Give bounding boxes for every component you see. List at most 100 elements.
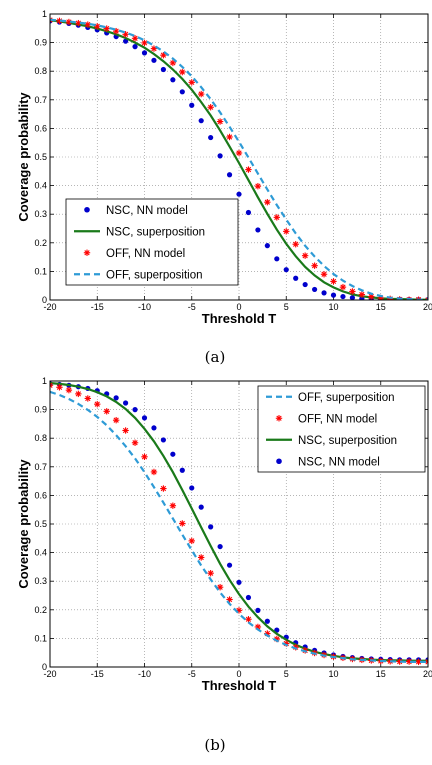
data-point bbox=[255, 227, 261, 233]
data-point bbox=[226, 562, 233, 568]
data-point bbox=[189, 102, 195, 108]
data-point bbox=[264, 198, 271, 206]
data-point bbox=[320, 271, 328, 278]
data-point bbox=[208, 134, 214, 141]
y-tick-label: 0.8 bbox=[34, 433, 47, 443]
legend-label: NSC, superposition bbox=[106, 226, 205, 238]
x-tick-label: 5 bbox=[284, 302, 289, 312]
data-point bbox=[301, 252, 309, 259]
x-tick-label: 5 bbox=[284, 669, 289, 679]
y-tick-label: 0.6 bbox=[34, 490, 47, 500]
data-point bbox=[84, 21, 91, 28]
data-point bbox=[188, 79, 195, 86]
series-dashed bbox=[50, 390, 428, 663]
data-point bbox=[358, 291, 366, 298]
data-point bbox=[94, 23, 101, 30]
data-point bbox=[226, 172, 233, 178]
x-tick-label: -10 bbox=[138, 302, 151, 312]
data-point bbox=[131, 35, 139, 42]
data-point bbox=[151, 425, 157, 431]
y-tick-label: 0.2 bbox=[34, 605, 47, 615]
data-point bbox=[170, 451, 176, 457]
data-point bbox=[235, 149, 243, 157]
data-point bbox=[169, 59, 177, 67]
legend-swatch bbox=[83, 249, 91, 256]
data-point bbox=[293, 275, 299, 281]
data-point bbox=[264, 618, 270, 624]
data-point bbox=[217, 153, 223, 159]
legend-label: NSC, NN model bbox=[106, 205, 188, 217]
x-tick-label: 20 bbox=[423, 302, 432, 312]
data-point bbox=[150, 468, 158, 476]
legend: OFF, superposition OFF, NN model NSC, supe… bbox=[257, 385, 426, 473]
legend-label: NSC, NN model bbox=[298, 456, 380, 468]
data-point bbox=[283, 228, 290, 235]
x-tick-label: -15 bbox=[91, 669, 104, 679]
series-dashed bbox=[50, 18, 428, 300]
data-point bbox=[217, 543, 223, 550]
data-point bbox=[255, 607, 261, 613]
legend-box bbox=[257, 385, 426, 473]
data-point bbox=[132, 407, 138, 413]
series-solid bbox=[50, 19, 428, 300]
data-point bbox=[198, 504, 204, 510]
y-tick-label: 0.5 bbox=[34, 519, 47, 529]
data-point bbox=[188, 537, 195, 545]
chart-b: -20 -15 -10 -5 0 5 10 15 20 0 0.1 0.2 0.3 0.4 0.5 0.6 0.… bbox=[16, 376, 432, 693]
data-point bbox=[141, 415, 148, 421]
x-tick-label: -20 bbox=[43, 669, 56, 679]
data-point bbox=[113, 395, 119, 401]
chart-a: -20 -15 -10 -5 0 5 10 15 20 0 0.1 0.2 0.3 0.4 0.5 0.6 0.… bbox=[16, 9, 432, 326]
data-point bbox=[207, 104, 214, 111]
data-point bbox=[179, 520, 186, 527]
data-point bbox=[94, 400, 101, 408]
x-tick-label: -10 bbox=[138, 669, 151, 679]
legend-swatch bbox=[275, 415, 283, 422]
series-line bbox=[50, 390, 428, 663]
data-point bbox=[424, 296, 428, 300]
data-point bbox=[349, 288, 356, 295]
x-tick-label: 0 bbox=[236, 669, 241, 679]
x-tick-label: -5 bbox=[188, 669, 196, 679]
x-tick-label: 15 bbox=[376, 302, 386, 312]
data-point bbox=[321, 290, 327, 296]
data-point bbox=[198, 90, 205, 98]
y-tick-label: 0.6 bbox=[34, 123, 47, 133]
y-tick-label: 1 bbox=[42, 376, 47, 386]
y-tick-label: 0.3 bbox=[34, 209, 47, 219]
data-point bbox=[169, 502, 177, 509]
legend-label: OFF, NN model bbox=[106, 248, 185, 260]
data-point bbox=[273, 214, 280, 221]
data-point bbox=[160, 485, 167, 492]
data-point bbox=[75, 390, 82, 398]
data-point bbox=[179, 89, 185, 95]
y-tick-label: 0.1 bbox=[34, 633, 47, 643]
data-point bbox=[415, 658, 422, 666]
data-point bbox=[340, 293, 346, 300]
data-point bbox=[160, 437, 166, 443]
y-tick-label: 0.1 bbox=[34, 266, 47, 276]
y-tick-label: 0.9 bbox=[34, 38, 47, 48]
legend-label: OFF, superposition bbox=[298, 392, 395, 404]
legend-swatch bbox=[276, 458, 282, 465]
legend-swatch bbox=[84, 206, 90, 213]
x-axis-label: Threshold T bbox=[202, 311, 276, 326]
data-point bbox=[160, 66, 166, 73]
y-tick-label: 0.4 bbox=[34, 181, 47, 191]
y-tick-label: 0.7 bbox=[34, 462, 47, 472]
data-point bbox=[65, 386, 73, 394]
y-tick-label: 1 bbox=[42, 9, 47, 19]
data-point bbox=[302, 281, 308, 288]
y-tick-label: 0.2 bbox=[34, 238, 47, 248]
y-axis-label: Coverage probability bbox=[16, 459, 31, 589]
data-point bbox=[122, 31, 129, 38]
data-point bbox=[132, 44, 138, 50]
x-tick-label: 15 bbox=[376, 669, 386, 679]
y-tick-label: 0.7 bbox=[34, 95, 47, 105]
caption-b: (b) bbox=[204, 736, 225, 754]
axes-frame bbox=[49, 380, 429, 668]
plot-series bbox=[50, 381, 428, 666]
data-point bbox=[151, 57, 157, 63]
data-point bbox=[349, 295, 355, 300]
data-point bbox=[123, 400, 129, 406]
